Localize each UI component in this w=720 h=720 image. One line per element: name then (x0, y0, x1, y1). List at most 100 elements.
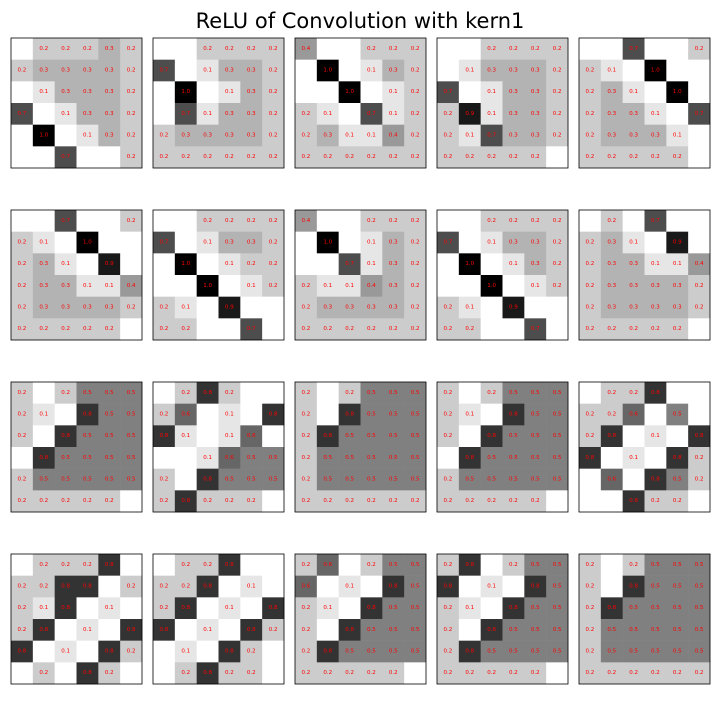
heatmap-cell (262, 103, 285, 125)
cell-value-label: 0.1 (465, 68, 474, 74)
heatmap-cell (579, 231, 602, 254)
cell-value-label: 0.8 (345, 627, 354, 633)
heatmap-cell (579, 124, 602, 147)
cell-value-label: 0.3 (509, 68, 518, 74)
heatmap-cell (382, 210, 405, 232)
heatmap-cell (32, 275, 55, 297)
cell-value-label: 0.3 (629, 133, 638, 139)
cell-value-label: 0.5 (127, 390, 136, 396)
heatmap-cell (458, 554, 481, 576)
heatmap-cell (458, 382, 481, 404)
cell-value-label: 0.2 (586, 605, 595, 611)
heatmap-cell (262, 318, 285, 341)
cell-value-label: 0.6 (323, 562, 332, 568)
cell-value-label: 0.1 (61, 649, 70, 655)
cell-value-label: 0.5 (367, 455, 376, 461)
cell-value-label: 0.2 (83, 498, 92, 504)
cell-value-label: 0.3 (367, 305, 376, 311)
cell-value-label: 0.1 (367, 240, 376, 246)
heatmap-panel-12: 0.2 0.8 0.2 0.2 0.6 0.1 0.8 0.8 0.1 0.1 0.6 0.1 0.6 0… (152, 381, 285, 513)
heatmap-cell (480, 296, 503, 319)
heatmap-cell (644, 425, 667, 448)
heatmap-cell (262, 38, 285, 60)
cell-value-label: 0.2 (18, 261, 27, 267)
heatmap-cell (11, 597, 34, 620)
cell-value-label: 0.1 (487, 584, 496, 590)
cell-value-label: 0.2 (247, 154, 256, 160)
heatmap-cell (502, 81, 525, 104)
heatmap-cell (622, 146, 645, 169)
cell-value-label: 1.0 (203, 283, 212, 289)
cell-value-label: 0.5 (553, 412, 562, 418)
cell-value-label: 0.2 (444, 605, 453, 611)
heatmap-cell (480, 403, 503, 426)
cell-value-label: 0.1 (225, 89, 234, 95)
cell-value-label: 0.2 (83, 326, 92, 332)
heatmap-cell (196, 554, 219, 576)
heatmap-cell (524, 124, 547, 147)
cell-value-label: 0.2 (302, 670, 311, 676)
cell-value-label: 0.3 (39, 68, 48, 74)
cell-value-label: 0.8 (444, 584, 453, 590)
heatmap-cell (240, 640, 263, 663)
heatmap-cell (404, 447, 427, 469)
cell-value-label: 0.3 (83, 89, 92, 95)
cell-value-label: 0.5 (553, 390, 562, 396)
heatmap-cell (76, 296, 99, 319)
heatmap-cell (196, 81, 219, 104)
cell-value-label: 0.2 (553, 283, 562, 289)
heatmap-cell (458, 103, 481, 125)
heatmap-cell (600, 640, 623, 663)
heatmap-cell (644, 662, 667, 685)
cell-value-label: 0.2 (39, 562, 48, 568)
heatmap-cell (688, 597, 711, 620)
cell-value-label: 0.8 (39, 627, 48, 633)
cell-value-label: 0.2 (302, 390, 311, 396)
cell-value-label: 0.2 (673, 670, 682, 676)
heatmap-cell (32, 403, 55, 426)
cell-value-label: 0.2 (160, 498, 169, 504)
cell-value-label: 0.5 (531, 627, 540, 633)
heatmap-cell (600, 575, 623, 598)
heatmap-cell (480, 253, 503, 276)
heatmap-cell (98, 124, 121, 147)
heatmap-cell (54, 146, 77, 169)
cell-value-label: 0.2 (367, 498, 376, 504)
cell-value-label: 0.5 (367, 627, 376, 633)
heatmap-cell (295, 124, 318, 147)
heatmap-cell (120, 318, 143, 341)
heatmap-cell (54, 382, 77, 404)
cell-value-label: 0.5 (651, 584, 660, 590)
cell-value-label: 0.5 (629, 649, 638, 655)
cell-value-label: 0.2 (531, 218, 540, 224)
cell-value-label: 0.2 (127, 133, 136, 139)
cell-value-label: 0.5 (487, 649, 496, 655)
cell-value-label: 0.1 (531, 283, 540, 289)
heatmap-cell (218, 210, 241, 232)
heatmap-cell (338, 146, 361, 169)
heatmap-cell (404, 231, 427, 254)
heatmap-cell (404, 640, 427, 663)
cell-value-label: 0.2 (18, 326, 27, 332)
heatmap-cell (579, 468, 602, 491)
heatmap-cell (120, 231, 143, 254)
heatmap-cell (524, 640, 547, 663)
heatmap-cell (196, 146, 219, 169)
heatmap-cell (54, 554, 77, 576)
cell-value-label: 0.2 (302, 498, 311, 504)
heatmap-cell (98, 81, 121, 104)
cell-value-label: 0.2 (160, 326, 169, 332)
cell-value-label: 0.5 (509, 477, 518, 483)
heatmap-cell (524, 554, 547, 576)
heatmap-cell (382, 575, 405, 598)
cell-value-label: 0.9 (465, 111, 474, 117)
cell-value-label: 0.1 (203, 455, 212, 461)
heatmap-cell (338, 318, 361, 341)
cell-value-label: 0.1 (465, 605, 474, 611)
heatmap-cell (174, 146, 197, 169)
cell-value-label: 0.1 (83, 283, 92, 289)
heatmap-cell (524, 597, 547, 620)
heatmap-cell (360, 59, 383, 82)
heatmap-cell (120, 296, 143, 319)
heatmap-cell (524, 403, 547, 426)
